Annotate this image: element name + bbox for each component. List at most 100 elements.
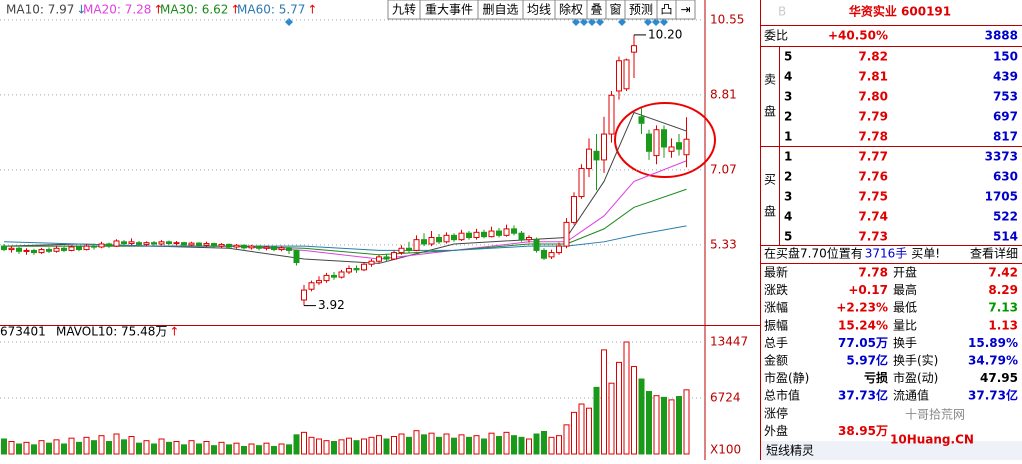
- volume-bar: [548, 436, 555, 455]
- indicator: MA20: 7.28: [83, 3, 151, 17]
- level: 1: [784, 150, 792, 164]
- candle-body: [451, 234, 457, 241]
- volume-bar: [38, 440, 45, 455]
- stat-value: 8.29: [988, 283, 1018, 297]
- candle-body: [638, 116, 645, 124]
- indicator: MA30: 6.62: [160, 3, 228, 17]
- candle-body: [376, 256, 382, 262]
- volume-bar: [593, 386, 600, 455]
- stat-value: +2.23%: [836, 301, 888, 315]
- candle-body: [548, 252, 555, 258]
- candle-body: [106, 243, 112, 247]
- volume-bar: [143, 440, 150, 455]
- candle-body: [683, 138, 690, 156]
- candle-body: [8, 247, 15, 251]
- price: 7.75: [858, 190, 888, 204]
- candle-body: [316, 280, 322, 284]
- volume-bar: [353, 440, 360, 455]
- candle-body: [466, 232, 472, 238]
- volume-bar: [623, 341, 630, 455]
- volume: 514: [993, 230, 1018, 244]
- stat-value: 34.79%: [968, 354, 1018, 368]
- toolbar-button-label[interactable]: ⇥: [680, 3, 690, 17]
- ratio-volume: 3888: [985, 29, 1018, 43]
- price: 7.74: [858, 210, 888, 224]
- stat-value: 47.95: [980, 371, 1018, 385]
- price: 7.81: [858, 70, 888, 84]
- candle-body: [166, 241, 172, 245]
- badge: B: [778, 5, 786, 19]
- candle-body: [496, 230, 502, 236]
- volume-bar: [578, 403, 585, 455]
- price: 7.79: [858, 110, 888, 124]
- volume-bar: [683, 389, 690, 455]
- toolbar-button-label[interactable]: 预测: [629, 3, 653, 17]
- volume-bar: [8, 441, 15, 455]
- volume-bar: [451, 437, 457, 455]
- stat-value: +0.17: [848, 283, 888, 297]
- stat-value: 5.97亿: [846, 353, 888, 368]
- volume-bar: [121, 439, 127, 455]
- toolbar-button-label[interactable]: 窗: [609, 3, 621, 17]
- detail-link[interactable]: 查看详细: [970, 246, 1018, 261]
- candle-body: [278, 247, 285, 251]
- stat-value: 7.13: [988, 301, 1018, 315]
- stat-value: 1.13: [988, 318, 1018, 332]
- toolbar-button-label[interactable]: 除权: [559, 2, 583, 17]
- candle-body: [353, 268, 360, 271]
- volume: 1705: [985, 190, 1018, 204]
- volume: 697: [993, 110, 1018, 124]
- candle-body: [668, 146, 675, 152]
- footer-bar: [761, 441, 1022, 460]
- volume-bar: [511, 435, 517, 455]
- volume-bar: [466, 436, 472, 455]
- volume-bar: [76, 441, 82, 455]
- candle-body: [68, 246, 75, 251]
- candle-body: [571, 196, 577, 223]
- candle-body: [263, 246, 270, 249]
- volume-bar: [256, 445, 262, 455]
- candle-body: [113, 240, 120, 247]
- event-markers: [285, 18, 668, 26]
- toolbar-button-label[interactable]: 重大事件: [425, 3, 473, 17]
- volume-bar: [1, 438, 7, 455]
- stat-label: 总手: [764, 336, 788, 350]
- candle-body: [286, 247, 292, 251]
- candle-body: [346, 268, 352, 273]
- stat-label: 最低: [893, 301, 917, 315]
- volume-bar: [166, 441, 172, 455]
- volume-bar: [616, 361, 622, 455]
- toolbar-button-label[interactable]: 九转: [392, 2, 416, 17]
- candle-body: [413, 239, 420, 251]
- toolbar-button-label[interactable]: 均线: [527, 3, 551, 17]
- volume-bar: [601, 349, 607, 455]
- candle-body: [121, 241, 127, 245]
- candle-body: [526, 237, 532, 241]
- toolbar-button-label[interactable]: 凸: [660, 3, 672, 17]
- volume-bar: [83, 436, 90, 455]
- candle-body: [338, 271, 345, 278]
- volume-bar: [181, 444, 187, 455]
- level: 4: [784, 70, 792, 84]
- toolbar-button-label[interactable]: 叠: [590, 3, 602, 17]
- stat-value: 15.24%: [838, 318, 888, 332]
- indicator-arrow: ↓: [76, 3, 86, 17]
- volume-bar: [376, 435, 382, 455]
- y-tick-label: 8.81: [710, 87, 737, 101]
- mavol-label: MAVOL10: 75.48万: [56, 325, 167, 339]
- candle-body: [608, 94, 615, 135]
- volume-bar: [211, 445, 217, 455]
- level: 4: [784, 210, 792, 224]
- candle-body: [631, 45, 637, 53]
- volume-bar: [278, 443, 285, 455]
- volume-bar: [368, 436, 375, 455]
- candle-body: [473, 231, 480, 239]
- candle-body: [443, 234, 450, 243]
- volume-bar: [436, 436, 442, 455]
- candle-body: [601, 133, 607, 161]
- candle-body: [323, 274, 330, 282]
- toolbar-button-label[interactable]: 删自选: [482, 3, 518, 17]
- toolbar-button[interactable]: [675, 0, 696, 20]
- volume-bar: [46, 442, 52, 455]
- volume-bar: [68, 437, 75, 455]
